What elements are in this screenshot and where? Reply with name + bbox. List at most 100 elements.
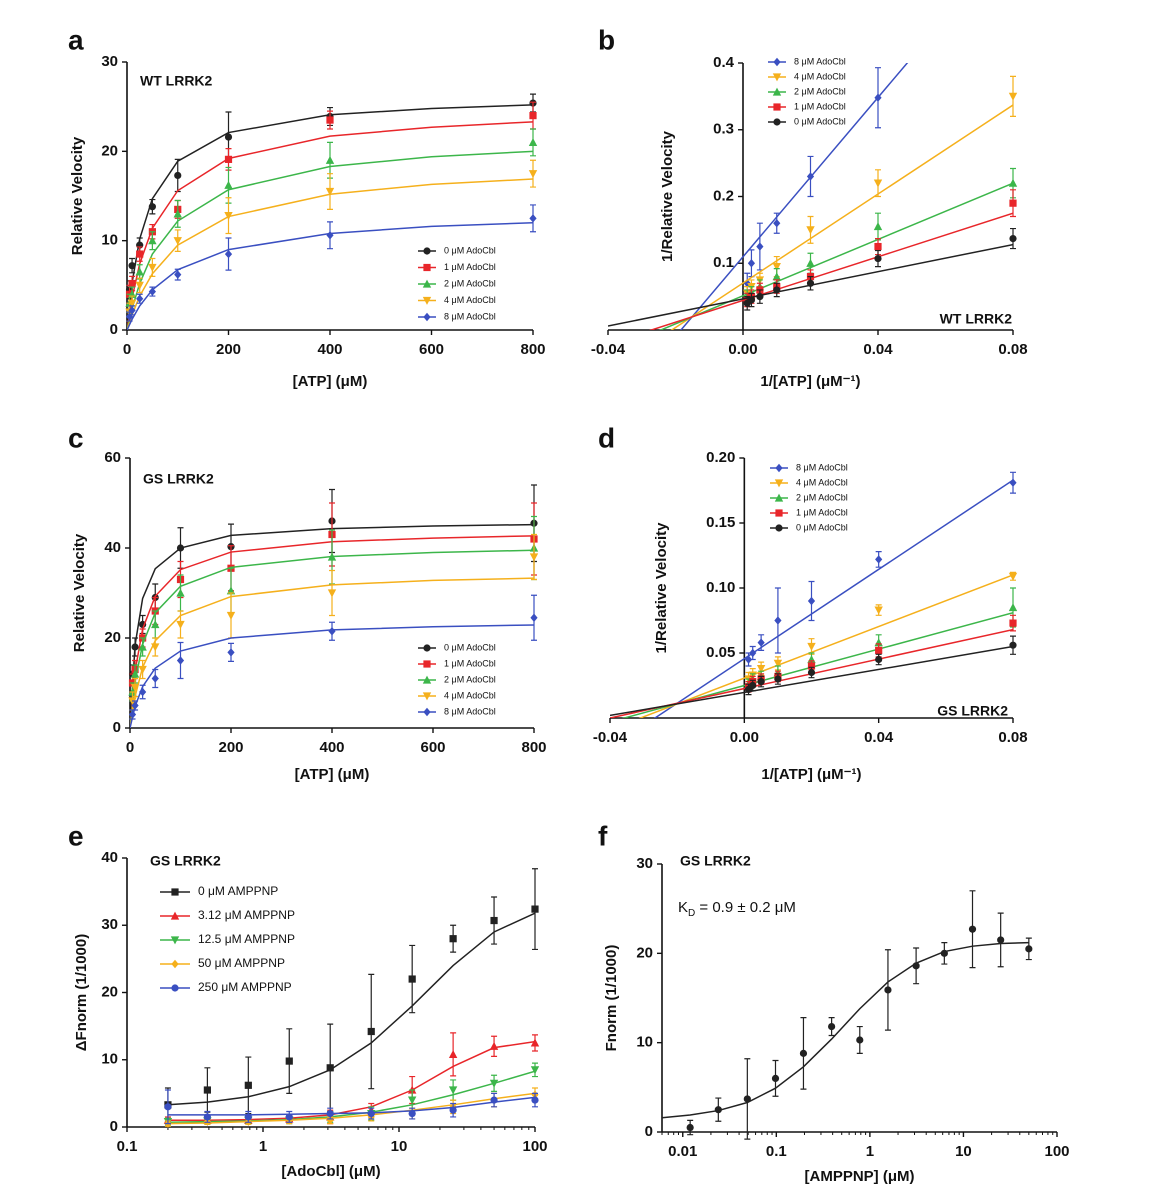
data-point <box>148 287 156 296</box>
legend-label: 4 μM AdoCbl <box>796 477 848 487</box>
data-point <box>747 259 756 268</box>
fit-line <box>167 1092 535 1125</box>
panel: 0.01 0.1 1 10 100 0 10 20 30 f GS LRRK2 [AMPPNP] (μ… <box>598 820 1070 1185</box>
x-axis-label: [AdoCbl] (μM) <box>281 1163 380 1180</box>
y-tick-label: 30 <box>101 53 118 70</box>
data-point <box>756 242 764 251</box>
y-tick-label: 10 <box>101 1051 118 1068</box>
y-tick-label: 0 <box>645 1123 653 1140</box>
data-point <box>151 674 159 683</box>
data-point <box>285 1057 293 1065</box>
data-point <box>799 1049 808 1057</box>
data-point <box>326 231 334 240</box>
data-point <box>874 254 882 263</box>
y-tick-label: 0.05 <box>706 644 735 661</box>
legend-label: 4 μM AdoCbl <box>794 71 846 81</box>
data-point <box>749 681 757 690</box>
data-point <box>174 270 182 279</box>
x-tick-label: 0.04 <box>863 341 893 358</box>
legend-label: 1 μM AdoCbl <box>794 101 846 111</box>
data-point <box>151 643 160 652</box>
x-axis-label: 1/[ATP] (μM⁻¹) <box>760 373 860 390</box>
data-point <box>530 1066 540 1075</box>
y-tick-label: 20 <box>636 944 653 961</box>
legend-marker <box>423 247 431 255</box>
annotation-part: = 0.9 ± 0.2 μM <box>695 899 796 916</box>
panel-title: WT LRRK2 <box>940 311 1013 327</box>
data-point <box>327 552 337 561</box>
data-point <box>326 1116 334 1125</box>
y-tick-label: 0 <box>110 321 118 338</box>
legend-marker <box>423 644 431 652</box>
legend-marker <box>171 888 179 896</box>
y-tick-label: 0.2 <box>713 187 734 204</box>
y-tick-label: 0.4 <box>713 54 735 71</box>
legend-label: 8 μM AdoCbl <box>794 56 846 66</box>
fit-line <box>167 1096 535 1116</box>
panel: 0.1 1 10 100 0 10 20 30 40 e GS LRRK2 [AdoCbl] (μM)… <box>68 820 548 1180</box>
panel-title: WT LRRK2 <box>140 73 213 89</box>
data-point <box>176 544 185 552</box>
data-point <box>686 1123 694 1132</box>
legend-label: 4 μM AdoCbl <box>444 690 496 700</box>
data-point <box>127 299 137 308</box>
panel-letter: c <box>68 422 84 453</box>
fit-line <box>167 1070 535 1124</box>
legend-marker <box>422 279 432 288</box>
legend-label: 0 μM AdoCbl <box>444 642 496 652</box>
data-point <box>128 710 137 719</box>
panel-letter: d <box>598 422 615 453</box>
y-tick-label: 10 <box>636 1034 653 1051</box>
x-tick-label: 600 <box>420 739 445 756</box>
data-point <box>875 655 883 664</box>
data-point <box>1008 178 1018 187</box>
legend-marker <box>422 296 432 305</box>
data-point <box>244 1081 252 1089</box>
annotation-part: K <box>678 899 688 916</box>
fit-line <box>610 645 1013 717</box>
panel-title: GS LRRK2 <box>150 853 221 869</box>
data-point <box>743 1095 751 1103</box>
data-point <box>139 687 147 697</box>
data-point <box>224 155 233 163</box>
legend-label: 2 μM AdoCbl <box>794 86 846 96</box>
x-tick-label: 100 <box>522 1138 547 1155</box>
y-tick-label: 0.1 <box>713 254 734 271</box>
legend-label: 1 μM AdoCbl <box>796 507 848 517</box>
x-tick-label: 0.00 <box>728 341 757 358</box>
data-point <box>328 627 336 636</box>
legend-label: 0 μM AdoCbl <box>796 522 848 532</box>
data-point <box>173 237 182 246</box>
legend-marker <box>171 959 179 969</box>
x-tick-label: 0.04 <box>864 729 894 746</box>
y-tick-label: 20 <box>101 983 118 1000</box>
y-tick-label: 0.3 <box>713 121 734 138</box>
y-axis-label: Relative Velocity <box>69 136 86 255</box>
x-tick-label: 0 <box>126 739 134 756</box>
x-tick-label: -0.04 <box>591 341 626 358</box>
data-point <box>757 638 765 647</box>
legend-marker <box>422 675 432 684</box>
x-axis-label: [AMPPNP] (μM) <box>805 1168 915 1185</box>
data-point <box>940 949 948 957</box>
x-tick-label: 600 <box>419 341 444 358</box>
panel-letter: a <box>68 24 84 55</box>
data-point <box>367 1109 375 1118</box>
data-point <box>773 659 783 668</box>
data-point <box>912 962 920 970</box>
y-tick-label: 30 <box>101 916 118 933</box>
data-point <box>227 648 235 657</box>
legend-marker <box>170 936 180 945</box>
data-point <box>136 250 144 258</box>
y-tick-label: 40 <box>101 849 118 866</box>
y-tick-label: 0 <box>110 1118 118 1135</box>
data-point <box>884 986 892 994</box>
data-point <box>224 180 233 189</box>
data-point <box>489 1079 499 1088</box>
annotation-part: D <box>688 908 695 919</box>
data-point <box>1008 603 1018 612</box>
x-tick-label: 0.1 <box>117 1138 138 1155</box>
data-point <box>449 1106 457 1114</box>
data-point <box>1009 619 1017 627</box>
